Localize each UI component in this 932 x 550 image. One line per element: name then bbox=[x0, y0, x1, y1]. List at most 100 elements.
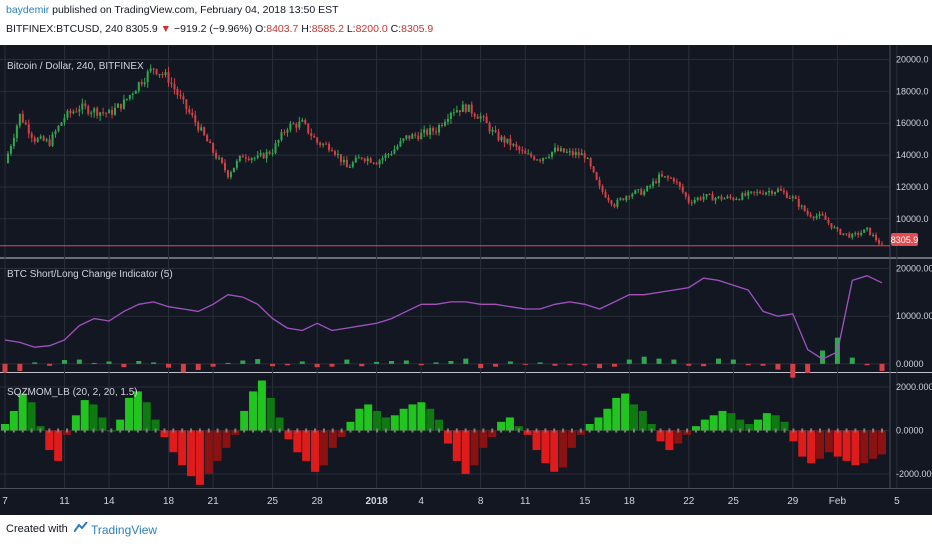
squeeze-dot bbox=[854, 428, 857, 433]
histogram-bar bbox=[701, 363, 707, 367]
candle-body bbox=[411, 134, 414, 139]
histogram-bar bbox=[641, 356, 647, 364]
histogram-bar bbox=[121, 363, 127, 368]
histogram-bar bbox=[775, 363, 781, 370]
momentum-bar bbox=[71, 415, 80, 431]
candle-body bbox=[741, 193, 744, 200]
candle-body bbox=[256, 155, 259, 158]
candle-body bbox=[280, 132, 283, 141]
grid-lines bbox=[0, 45, 932, 489]
candle-body bbox=[244, 157, 247, 159]
squeeze-dot bbox=[438, 428, 441, 433]
candle-body bbox=[753, 191, 756, 193]
candle-body bbox=[595, 172, 598, 180]
candle-body bbox=[750, 191, 753, 193]
candle-body bbox=[616, 199, 619, 207]
squeeze-dot bbox=[615, 428, 618, 433]
candle-body bbox=[622, 198, 625, 201]
histogram-bar bbox=[284, 363, 290, 366]
candle-body bbox=[661, 174, 664, 177]
candle-body bbox=[711, 194, 714, 201]
candle-body bbox=[111, 110, 114, 115]
squeeze-dot bbox=[172, 428, 175, 433]
candle-body bbox=[221, 157, 224, 163]
candle-body bbox=[610, 200, 613, 205]
squeeze-dot bbox=[677, 428, 680, 433]
candle-body bbox=[161, 74, 164, 76]
candle-body bbox=[809, 214, 812, 217]
candle-body bbox=[714, 197, 717, 201]
candle-body bbox=[119, 103, 122, 109]
histogram-bar bbox=[17, 363, 23, 371]
momentum-bar bbox=[833, 430, 842, 457]
candle-body bbox=[524, 150, 527, 154]
candle-body bbox=[72, 111, 75, 114]
momentum-bar bbox=[257, 380, 266, 431]
candle-body bbox=[875, 234, 878, 241]
squeeze-dot bbox=[482, 428, 485, 433]
candle-body bbox=[542, 157, 545, 161]
histogram-bar bbox=[760, 363, 766, 366]
candle-body bbox=[441, 124, 444, 126]
squeeze-dot bbox=[340, 428, 343, 433]
squeeze-dot bbox=[260, 428, 263, 433]
squeeze-dot bbox=[455, 428, 458, 433]
candle-body bbox=[625, 196, 628, 201]
momentum-bar bbox=[302, 430, 311, 461]
low-value: 8200.0 bbox=[355, 23, 388, 35]
candle-body bbox=[589, 158, 592, 167]
candle-body bbox=[640, 189, 643, 195]
candle-body bbox=[845, 233, 848, 235]
candle-body bbox=[60, 122, 63, 126]
candle-body bbox=[675, 181, 678, 183]
candle-body bbox=[173, 83, 176, 90]
candle-body bbox=[678, 182, 681, 187]
momentum-bar bbox=[541, 430, 550, 464]
momentum-bar bbox=[479, 430, 488, 448]
squeeze-dot bbox=[872, 428, 875, 433]
footer-brand[interactable]: TradingView bbox=[91, 523, 158, 537]
candle-body bbox=[527, 153, 530, 155]
candle-body bbox=[818, 214, 821, 217]
high-label: H: bbox=[301, 23, 312, 35]
momentum-bar bbox=[160, 430, 169, 438]
candle-body bbox=[548, 156, 551, 158]
squeeze-dot bbox=[544, 428, 547, 433]
squeeze-dot bbox=[491, 428, 494, 433]
candle-body bbox=[414, 134, 417, 136]
chart-area[interactable]: 7 11 14 18 21 25 28 2018 4 8 11 15 18 22 25 29 Feb 5 20000… bbox=[0, 45, 932, 515]
candle-body bbox=[393, 149, 396, 154]
candle-body bbox=[125, 98, 128, 100]
indicator-tick-label: 0.0000 bbox=[896, 359, 924, 369]
candle-body bbox=[637, 189, 640, 191]
author-link[interactable]: baydemir bbox=[6, 4, 50, 16]
squeeze-dot bbox=[39, 428, 42, 433]
squeeze-dot bbox=[668, 428, 671, 433]
candle-body bbox=[530, 153, 533, 157]
momentum-bar bbox=[80, 400, 89, 431]
candle-body bbox=[586, 158, 589, 160]
candle-body bbox=[301, 120, 304, 122]
candle-body bbox=[515, 144, 518, 147]
squeeze-dot bbox=[473, 428, 476, 433]
candle-body bbox=[197, 122, 200, 131]
squeeze-dot bbox=[190, 428, 193, 433]
indicator-tick-label: 10000.0000 bbox=[896, 311, 932, 321]
squeeze-dot bbox=[863, 428, 866, 433]
candle-body bbox=[378, 160, 381, 165]
candle-body bbox=[833, 227, 836, 229]
momentum-bar bbox=[815, 430, 824, 459]
candle-body bbox=[851, 233, 854, 238]
squeeze-dot bbox=[349, 428, 352, 433]
squeeze-dot bbox=[730, 428, 733, 433]
candle-body bbox=[827, 220, 830, 224]
squeeze-tick-label: 2000.0000 bbox=[896, 382, 932, 392]
candle-body bbox=[167, 72, 170, 83]
squeeze-dot bbox=[562, 428, 565, 433]
squeeze-dot bbox=[429, 428, 432, 433]
momentum-bar bbox=[594, 417, 603, 431]
momentum-bar bbox=[452, 430, 461, 461]
squeeze-dot bbox=[4, 428, 6, 433]
candle-body bbox=[331, 150, 334, 152]
squeeze-dot bbox=[650, 428, 653, 433]
